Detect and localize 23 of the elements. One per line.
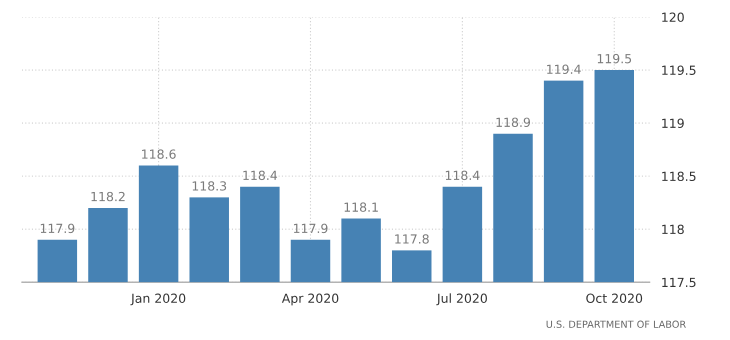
data-label: 118.4 xyxy=(243,170,278,180)
data-label: 118.4 xyxy=(446,170,480,180)
x-tick-label: Jul 2020 xyxy=(436,293,487,306)
data-label: 117.9 xyxy=(294,224,328,234)
data-label: 119.5 xyxy=(598,54,632,64)
text: U.S. DEPARTMENT OF LABOR xyxy=(546,320,686,328)
x-tick-label: Apr 2020 xyxy=(282,294,338,306)
data-label: 118.6 xyxy=(142,149,176,159)
y-tick-label: 119 xyxy=(662,118,684,128)
y-tick-label: 117.5 xyxy=(662,278,696,288)
x-tick-label: Jan 2020 xyxy=(130,294,186,306)
data-label: 118.1 xyxy=(344,202,378,212)
x-tick-label: Oct 2020 xyxy=(586,294,642,303)
data-label: 118.3 xyxy=(192,181,226,191)
y-tick-label: 118 xyxy=(662,224,684,234)
y-tick-label: 120 xyxy=(662,12,684,22)
data-label: 117.8 xyxy=(395,234,429,244)
data-label: 119.4 xyxy=(547,64,581,74)
data-label: 118.9 xyxy=(496,118,530,128)
y-tick-label: 118.5 xyxy=(662,172,696,182)
y-tick-label: 119.5 xyxy=(662,66,696,75)
data-label: 118.2 xyxy=(91,192,125,202)
data-label: 117.9 xyxy=(40,224,74,234)
